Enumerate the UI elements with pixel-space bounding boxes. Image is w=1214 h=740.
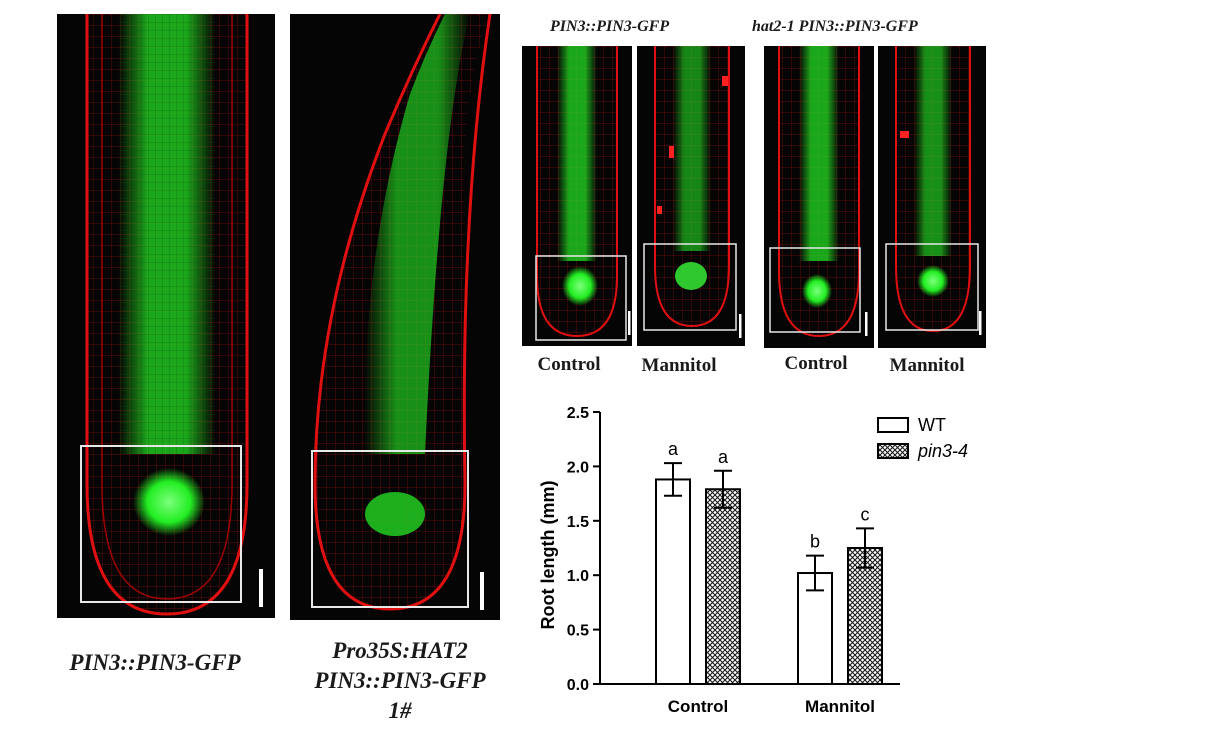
legend-swatch-WT xyxy=(877,417,909,433)
header-mutant-reporter: hat2-1 PIN3::PIN3-GFP xyxy=(752,18,918,35)
chart-legend: WT pin3-4 xyxy=(877,415,968,461)
header-wt-reporter: PIN3::PIN3-GFP xyxy=(550,18,670,35)
caption-oe-line-3: 1# xyxy=(388,698,412,723)
legend-swatch-pin3-4 xyxy=(877,443,909,459)
x-tick-label-1: Mannitol xyxy=(805,697,875,716)
condition-label-1: Control xyxy=(537,354,601,375)
condition-label-2: Mannitol xyxy=(641,355,717,376)
significance-letter-pin3-4-Control: a xyxy=(718,447,729,467)
significance-letter-pin3-4-Mannitol: c xyxy=(861,504,870,524)
y-axis-label: Root length (mm) xyxy=(538,481,558,630)
legend-label-WT: WT xyxy=(918,415,946,435)
caption-oe-line-2: PIN3::PIN3-GFP xyxy=(314,668,486,693)
significance-letter-WT-Mannitol: b xyxy=(810,532,820,552)
root-length-bar-chart: Root length (mm) 0.0 0.5 1.0 1.5 2.0 2.5 a a b c… xyxy=(538,405,968,716)
caption-oe-line-1: Pro35S:HAT2 xyxy=(332,638,468,663)
significance-letter-WT-Control: a xyxy=(668,439,679,459)
condition-label-4: Mannitol xyxy=(889,355,965,376)
caption-oe-line: Pro35S:HAT2 PIN3::PIN3-GFP 1# xyxy=(280,636,520,726)
caption-wt-line: PIN3::PIN3-GFP xyxy=(69,650,241,675)
y-tick-label-0: 0.0 xyxy=(567,677,589,694)
micrograph-wt-pin3-gfp xyxy=(57,14,275,618)
micrograph-mutant-mannitol xyxy=(878,46,986,348)
condition-label-3: Control xyxy=(784,353,848,374)
y-tick-label-2: 1.0 xyxy=(567,568,589,585)
legend-label-pin3-4: pin3-4 xyxy=(917,441,968,461)
y-tick-label-1: 0.5 xyxy=(567,623,589,640)
bar-WT-Control xyxy=(655,478,691,686)
micrograph-hat2-overexpression xyxy=(290,14,500,620)
y-tick-label-4: 2.0 xyxy=(567,459,589,476)
y-tick-label-5: 2.5 xyxy=(567,405,589,422)
micrograph-wt-mannitol xyxy=(637,46,745,346)
x-tick-label-0: Control xyxy=(668,697,728,716)
bar-pin3-4-Mannitol xyxy=(847,547,883,685)
y-tick-label-3: 1.5 xyxy=(567,514,589,531)
micrograph-wt-control xyxy=(522,46,632,346)
bar-pin3-4-Control xyxy=(705,488,741,685)
micrograph-mutant-control xyxy=(764,46,874,348)
